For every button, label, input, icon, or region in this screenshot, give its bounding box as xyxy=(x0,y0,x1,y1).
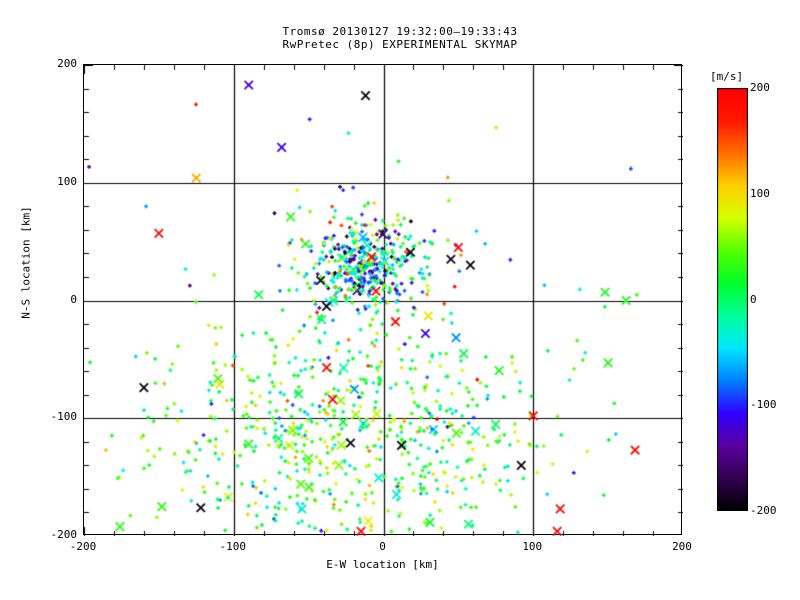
colorbar-tick-label: 0 xyxy=(750,292,757,306)
y-tick-label: 100 xyxy=(57,174,77,188)
y-tick-label: -200 xyxy=(50,528,78,541)
y-tick-label: 0 xyxy=(70,292,77,306)
y-axis-label: N-S location [km] xyxy=(19,206,33,319)
x-tick-label: -200 xyxy=(69,540,97,553)
plot-area xyxy=(83,64,683,536)
figure-title-line2: RwPretec (8p) EXPERIMENTAL SKYMAP xyxy=(282,38,518,51)
scatter-canvas xyxy=(84,65,683,536)
x-axis-label: E-W location [km] xyxy=(326,558,439,571)
colorbar-tick-label: -200 xyxy=(750,504,777,517)
y-tick-label: 200 xyxy=(57,57,77,70)
colorbar-tick-label: -100 xyxy=(750,398,777,412)
colorbar-unit-label: [m/s] xyxy=(710,70,744,83)
y-tick-label: -100 xyxy=(50,410,78,424)
x-tick-label: -100 xyxy=(219,540,247,553)
x-tick-label: 100 xyxy=(522,540,543,553)
colorbar-gradient xyxy=(717,88,748,511)
x-tick-label: 200 xyxy=(672,540,692,553)
x-tick-label: 0 xyxy=(379,540,386,553)
colorbar-tick-label: 200 xyxy=(750,81,770,94)
figure-title-line1: Tromsø 20130127 19:32:00–19:33:43 xyxy=(282,25,518,38)
colorbar xyxy=(717,88,748,511)
colorbar-tick-label: 100 xyxy=(750,186,770,200)
